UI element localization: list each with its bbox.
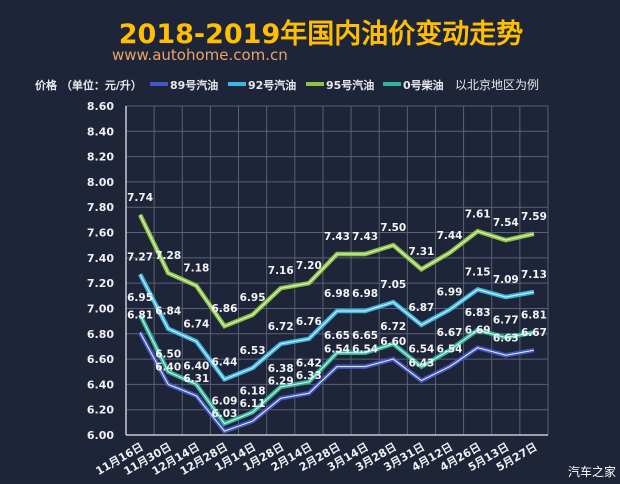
y-tick-label: 7.60 — [87, 227, 114, 240]
legend-swatch — [228, 82, 246, 86]
legend-label: 0号柴油 — [403, 78, 444, 92]
data-label: 7.09 — [493, 274, 519, 286]
data-label: 6.98 — [352, 288, 378, 300]
data-label: 6.38 — [268, 363, 294, 375]
data-label: 6.42 — [296, 358, 322, 370]
data-label: 7.15 — [465, 266, 491, 278]
y-tick-label: 8.20 — [87, 151, 114, 164]
legend-label: 95号汽油 — [326, 78, 374, 92]
data-label: 6.84 — [155, 306, 181, 318]
data-label: 6.54 — [324, 344, 350, 356]
legend-item: 89号汽油 — [150, 78, 218, 92]
y-tick-label: 8.00 — [87, 176, 114, 189]
data-label: 7.31 — [408, 246, 434, 258]
y-tick-label: 6.40 — [87, 378, 114, 391]
data-label: 6.53 — [240, 345, 266, 357]
data-label: 7.74 — [127, 192, 153, 204]
data-label: 6.99 — [437, 287, 463, 299]
data-label: 6.76 — [296, 316, 322, 328]
data-label: 6.43 — [408, 358, 434, 370]
data-label: 6.67 — [437, 327, 463, 339]
y-tick-label: 8.60 — [87, 100, 114, 113]
legend-item: 92号汽油 — [228, 78, 296, 92]
data-label: 6.18 — [240, 386, 266, 398]
x-axis: 11月16日11月30日12月14日12月28日1月14日1月28日2月14日2… — [93, 440, 539, 478]
y-axis: 6.00 6.20 6.40 6.60 6.80 7.00 7.20 7.40 7.60 7.80… — [87, 100, 114, 442]
data-label: 6.09 — [212, 396, 238, 408]
y-tick-label: 6.20 — [87, 404, 114, 417]
data-label: 6.67 — [521, 327, 547, 339]
data-label: 6.40 — [183, 360, 209, 372]
legend-item: 95号汽油 — [306, 78, 374, 92]
data-label: 6.54 — [437, 344, 463, 356]
chart-note: 以北京地区为例 — [455, 78, 539, 92]
data-label: 6.03 — [212, 408, 238, 420]
data-label: 7.59 — [521, 211, 547, 223]
legend: 89号汽油 92号汽油 95号汽油 0号柴油 — [150, 78, 444, 92]
data-label: 6.72 — [268, 321, 294, 333]
y-tick-label: 6.80 — [87, 328, 114, 341]
data-label: 6.69 — [465, 325, 491, 337]
chart-subtitle: www.autohome.com.cn — [112, 46, 288, 64]
data-label: 7.44 — [437, 230, 463, 242]
data-label: 7.61 — [465, 208, 491, 220]
series-lines — [138, 213, 535, 434]
y-tick-label: 7.00 — [87, 302, 114, 315]
data-label: 6.74 — [183, 318, 209, 330]
data-label: 7.20 — [296, 260, 322, 272]
data-label: 6.95 — [127, 292, 153, 304]
y-tick-label: 6.60 — [87, 353, 114, 366]
data-label: 6.44 — [212, 356, 238, 368]
data-label: 6.29 — [268, 375, 294, 387]
data-label: 7.54 — [493, 217, 519, 229]
data-label: 6.77 — [493, 315, 519, 327]
data-label: 6.72 — [380, 321, 406, 333]
data-label: 7.28 — [155, 250, 181, 262]
data-label: 6.31 — [183, 373, 209, 385]
legend-label: 89号汽油 — [170, 78, 218, 92]
data-label: 6.98 — [324, 288, 350, 300]
data-label: 7.16 — [268, 265, 294, 277]
data-label: 6.54 — [408, 344, 434, 356]
legend-swatch — [150, 82, 168, 86]
data-label: 6.87 — [408, 302, 434, 314]
data-label: 7.50 — [380, 222, 406, 234]
data-label: 6.86 — [212, 303, 238, 315]
data-label: 6.63 — [493, 332, 519, 344]
data-label: 6.81 — [127, 310, 153, 322]
data-label: 6.11 — [240, 398, 266, 410]
data-label: 6.54 — [352, 344, 378, 356]
data-label: 7.18 — [183, 263, 209, 275]
data-labels: 6.81 6.95 7.27 7.74 6.406.50 6.84 7.28 6.316.40… — [127, 192, 547, 420]
watermark: 汽车之家 — [568, 464, 616, 479]
data-label: 7.43 — [352, 231, 378, 243]
y-axis-label: 价格 （单位：元/升） — [35, 78, 142, 92]
data-label: 6.40 — [155, 361, 181, 373]
data-label: 7.27 — [127, 251, 153, 263]
data-label: 6.60 — [380, 336, 406, 348]
data-label: 6.95 — [240, 292, 266, 304]
legend-swatch — [306, 82, 324, 86]
y-tick-label: 7.40 — [87, 252, 114, 265]
y-tick-label: 7.80 — [87, 201, 114, 214]
data-label: 6.33 — [296, 370, 322, 382]
data-label: 6.50 — [155, 349, 181, 361]
legend-label: 92号汽油 — [248, 78, 296, 92]
data-label: 6.65 — [352, 330, 378, 342]
chart-title: 2018-2019年国内油价变动走势 — [119, 18, 524, 50]
y-tick-label: 8.40 — [87, 125, 114, 138]
y-tick-label: 7.20 — [87, 277, 114, 290]
data-label: 7.05 — [380, 279, 406, 291]
data-label: 7.43 — [324, 231, 350, 243]
data-label: 6.65 — [324, 330, 350, 342]
data-label: 6.81 — [521, 310, 547, 322]
legend-swatch — [383, 82, 401, 86]
data-label: 7.13 — [521, 269, 547, 281]
y-tick-label: 6.00 — [87, 429, 114, 442]
data-label: 6.83 — [465, 307, 491, 319]
legend-item: 0号柴油 — [383, 78, 444, 92]
